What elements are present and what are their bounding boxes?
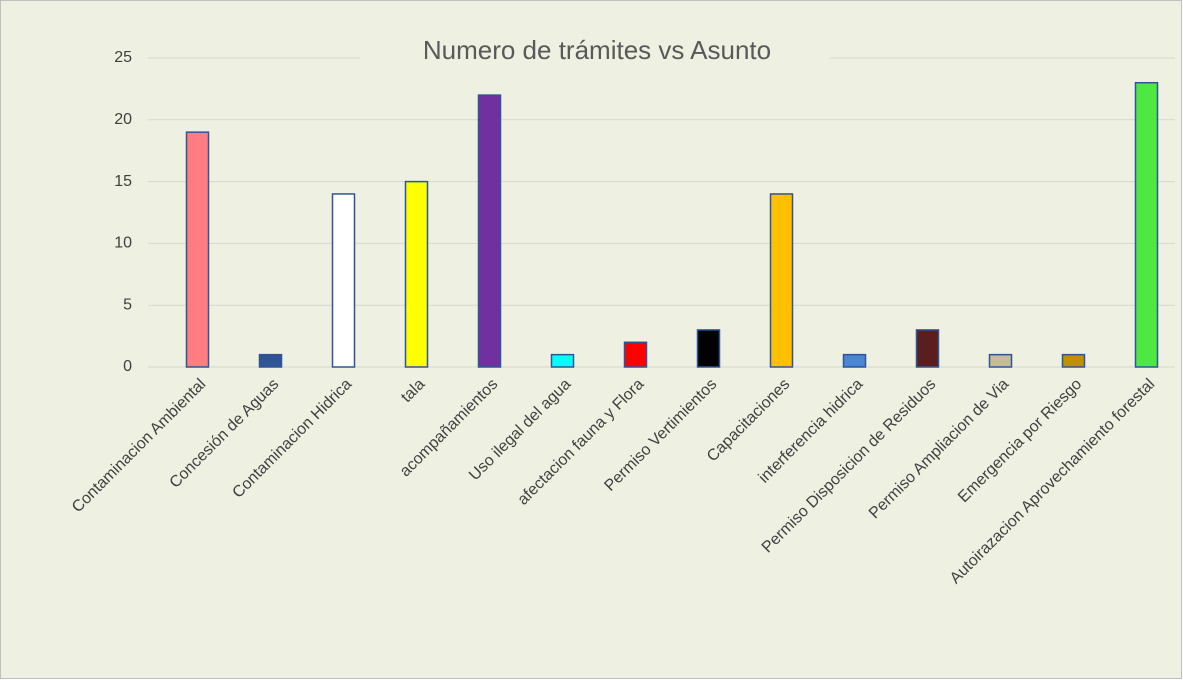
y-tick-label: 10 xyxy=(114,235,132,252)
bar xyxy=(185,131,210,368)
y-tick-label: 25 xyxy=(114,49,132,66)
bar xyxy=(550,353,575,368)
bar xyxy=(842,353,867,368)
bar xyxy=(915,329,940,368)
chart-title: Numero de trámites vs Asunto xyxy=(423,35,771,65)
bar xyxy=(623,341,648,368)
y-tick-label: 5 xyxy=(123,296,132,313)
bar xyxy=(1134,81,1159,368)
bar xyxy=(769,193,794,368)
bar xyxy=(988,353,1013,368)
y-tick-label: 0 xyxy=(123,358,132,375)
bar xyxy=(1061,353,1086,368)
bar xyxy=(477,94,502,368)
bar xyxy=(696,329,721,368)
bar xyxy=(258,353,283,368)
title-background xyxy=(360,32,830,72)
bar xyxy=(331,193,356,368)
bar xyxy=(404,180,429,368)
y-tick-label: 15 xyxy=(114,173,132,190)
y-tick-label: 20 xyxy=(114,111,132,128)
